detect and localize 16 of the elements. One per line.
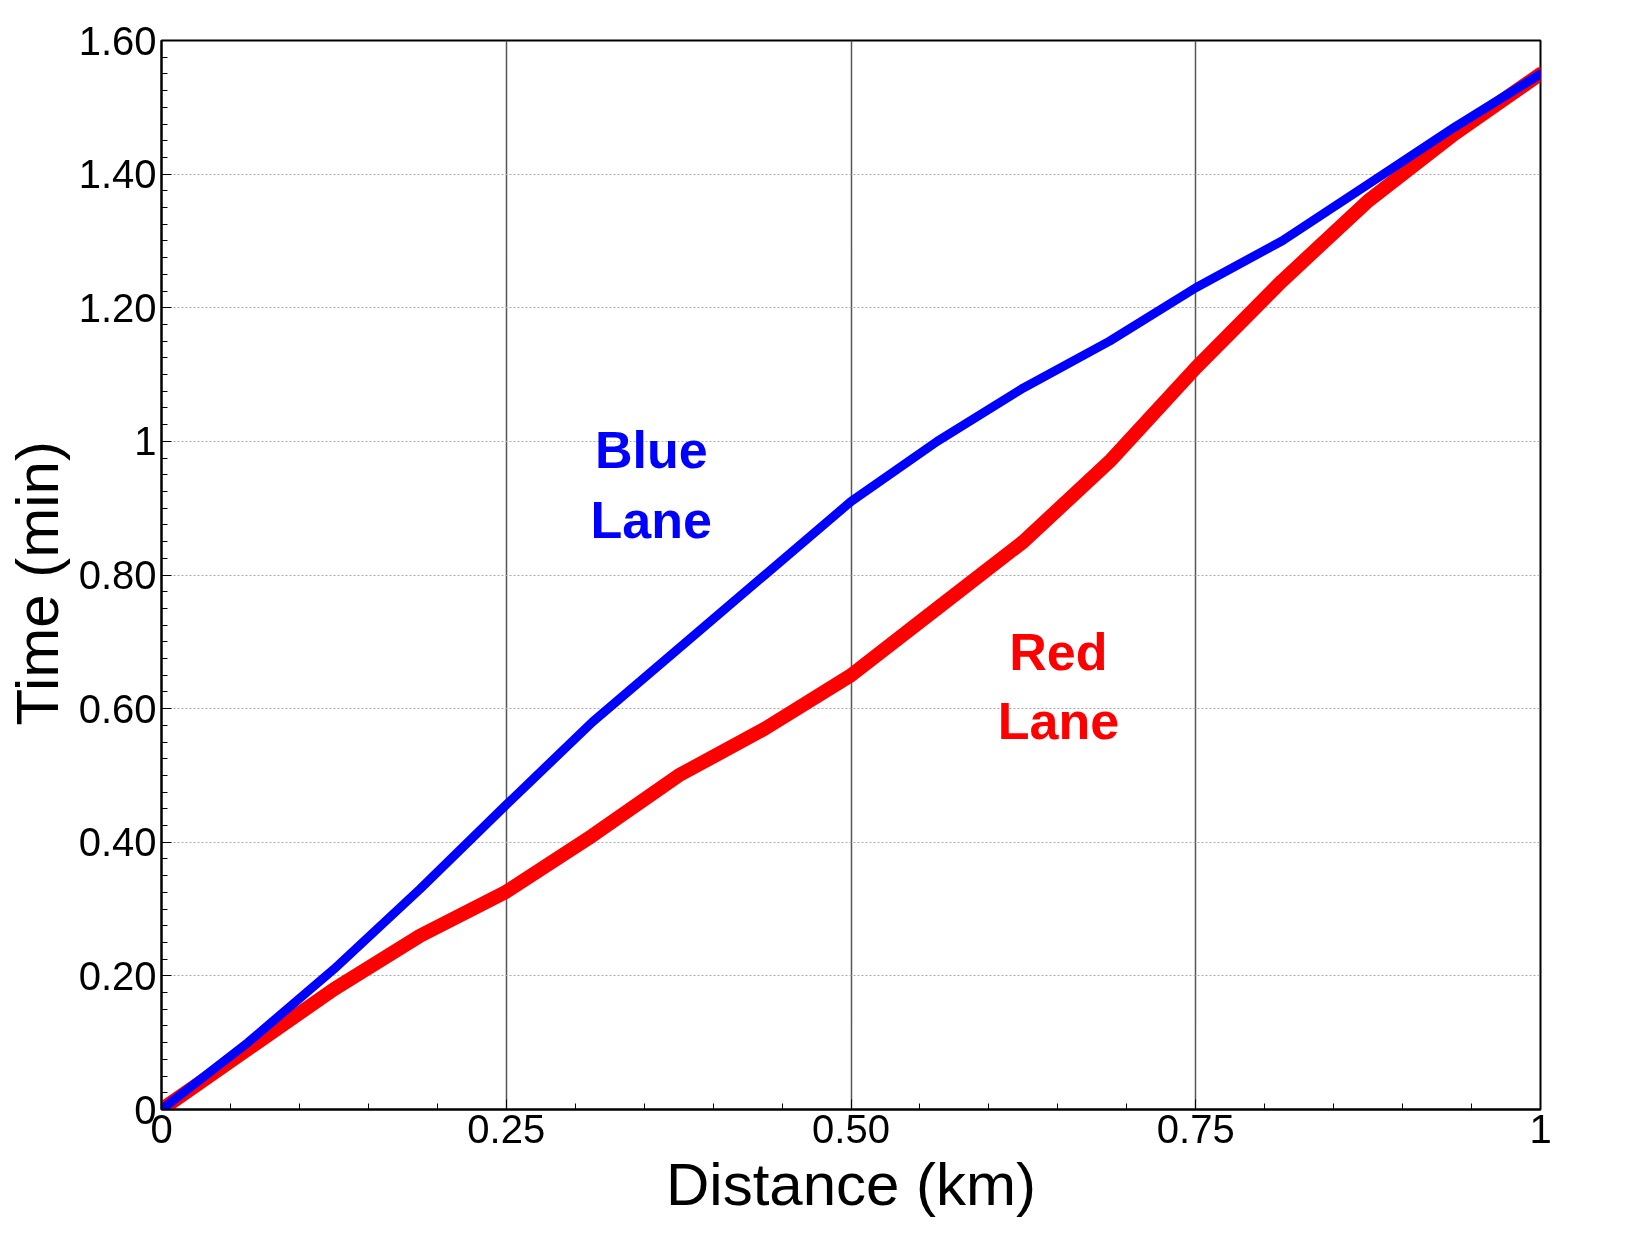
x-tick-label: 0.50 — [812, 1106, 890, 1151]
x-tick-label: 0.75 — [1156, 1106, 1235, 1151]
y-axis-title: Time (min) — [3, 441, 71, 726]
y-tick-label: 1 — [134, 419, 157, 464]
y-tick-label: 1.60 — [78, 18, 157, 63]
x-tick-label: 1 — [1529, 1106, 1552, 1151]
x-axis-title: Distance (km) — [665, 1150, 1037, 1218]
series-label: Blue Lane — [590, 421, 712, 549]
y-tick-label: 0.40 — [78, 820, 157, 865]
y-tick-label: 0.60 — [78, 686, 157, 731]
y-tick-label: 0.20 — [78, 953, 157, 998]
y-tick-label: 1.20 — [78, 285, 157, 330]
x-tick-label: 0.25 — [467, 1106, 546, 1151]
series-label: Red Lane — [997, 622, 1120, 751]
y-tick-label: 1.40 — [78, 152, 157, 197]
y-tick-label: 0.80 — [78, 553, 157, 597]
